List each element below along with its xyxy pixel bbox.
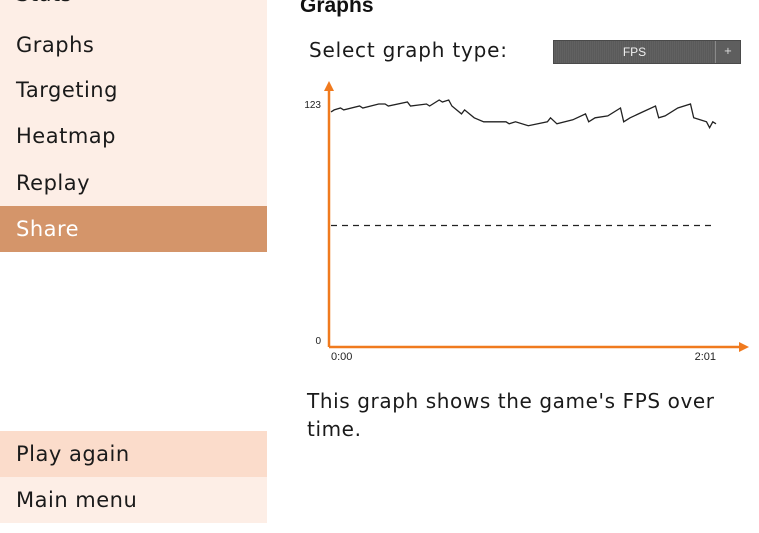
y-tick-min: 0 xyxy=(315,336,321,347)
graph-type-select[interactable]: FPS + xyxy=(553,40,741,64)
fps-chart: 123 0 0:00 2:01 xyxy=(290,78,750,368)
y-axis-arrow-icon xyxy=(324,81,334,91)
fps-chart-svg: 123 0 0:00 2:01 xyxy=(304,81,749,363)
graph-type-label: Select graph type: xyxy=(309,38,508,62)
dropdown-arrow-icon[interactable]: + xyxy=(715,41,740,63)
graph-description: This graph shows the game's FPS over tim… xyxy=(307,389,715,441)
sidebar-nav: Stats Graphs Targeting Heatmap Replay Sh… xyxy=(0,0,267,252)
x-axis-arrow-icon xyxy=(739,342,749,352)
sidebar-item-targeting[interactable]: Targeting xyxy=(16,78,118,102)
sidebar-item-replay[interactable]: Replay xyxy=(16,171,91,195)
graph-type-value: FPS xyxy=(622,45,647,59)
sidebar-item-heatmap[interactable]: Heatmap xyxy=(16,124,116,148)
sidebar-item-stats[interactable]: Stats xyxy=(0,0,267,17)
play-again-button[interactable]: Play again xyxy=(0,431,267,477)
y-tick-max: 123 xyxy=(304,100,321,111)
page-title: Graphs xyxy=(300,0,374,17)
main-menu-button[interactable]: Main menu xyxy=(16,488,138,512)
sidebar-actions: Play again Main menu xyxy=(0,431,267,523)
x-tick-end: 2:01 xyxy=(695,351,716,363)
x-tick-start: 0:00 xyxy=(331,351,352,363)
fps-series-line xyxy=(330,99,717,130)
sidebar-item-graphs[interactable]: Graphs xyxy=(16,33,95,57)
sidebar-item-share[interactable]: Share xyxy=(0,206,267,252)
